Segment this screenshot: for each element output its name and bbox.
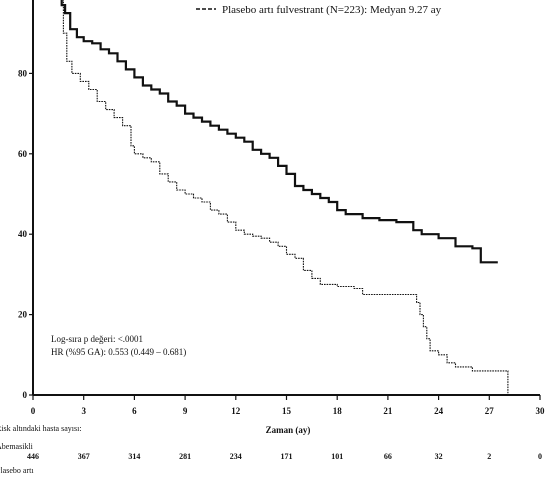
risk-value: 171 — [281, 452, 293, 461]
risk-value: 0 — [538, 452, 542, 461]
axis-layer: 0 3 6 9 12 15 18 21 24 27 30 0 20 40 60 80 — [18, 0, 545, 416]
x-tick-label: 0 — [31, 406, 36, 416]
km-curve-1 — [60, 0, 498, 264]
risk-value: 66 — [384, 452, 392, 461]
x-tick-label: 9 — [183, 406, 188, 416]
x-tick-label: 27 — [485, 406, 495, 416]
legend-entry: Plasebo artı fulvestrant (N=223): Medyan… — [222, 4, 442, 16]
series-layer — [60, 0, 509, 395]
risk-table-values: 446 367 314 281 234 171 101 66 32 2 0 — [27, 452, 542, 461]
x-tick-label: 3 — [81, 406, 86, 416]
y-tick-label: 60 — [18, 149, 28, 159]
risk-row-label-1: Plasebo artı — [0, 466, 34, 475]
x-axis-label: Zaman (ay) — [266, 425, 311, 435]
risk-value: 367 — [78, 452, 90, 461]
risk-value: 234 — [230, 452, 242, 461]
risk-value: 314 — [128, 452, 140, 461]
risk-value: 101 — [331, 452, 343, 461]
x-tick-label: 18 — [333, 406, 343, 416]
x-tick-label: 12 — [231, 406, 241, 416]
y-tick-label: 40 — [18, 229, 28, 239]
risk-value: 281 — [179, 452, 191, 461]
risk-value: 32 — [435, 452, 443, 461]
logrank-annotation: Log-sıra p değeri: <.0001 — [51, 334, 143, 344]
km-curve-2 — [62, 0, 509, 395]
hazard-ratio-annotation: HR (%95 GA): 0.553 (0.449 – 0.681) — [51, 347, 186, 357]
x-tick-label: 21 — [383, 406, 393, 416]
x-tick-label: 6 — [132, 406, 137, 416]
risk-value: 2 — [487, 452, 491, 461]
risk-value: 446 — [27, 452, 39, 461]
y-tick-label: 20 — [18, 310, 28, 320]
risk-row-label-0: Abemasikli — [0, 442, 34, 451]
x-tick-label: 30 — [536, 406, 546, 416]
y-tick-label: 80 — [18, 68, 28, 78]
risk-table-title: Risk altındaki hasta sayısı: — [0, 424, 82, 433]
x-tick-label: 24 — [434, 406, 444, 416]
y-tick-label: 0 — [23, 390, 28, 400]
legend: Plasebo artı fulvestrant (N=223): Medyan… — [196, 4, 442, 16]
x-tick-label: 15 — [282, 406, 292, 416]
